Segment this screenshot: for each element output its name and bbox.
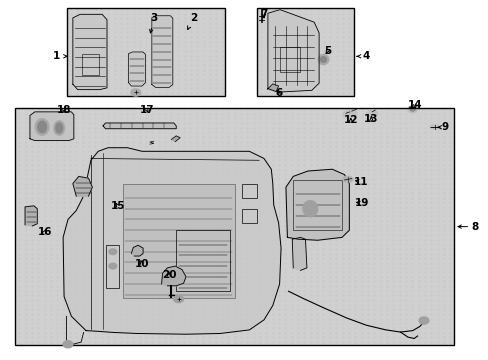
Ellipse shape [38, 121, 46, 133]
Polygon shape [292, 237, 306, 270]
Text: 19: 19 [354, 198, 368, 208]
Bar [280, 47, 299, 72]
Ellipse shape [342, 109, 356, 118]
Text: 15: 15 [110, 201, 125, 211]
Polygon shape [30, 112, 74, 140]
Polygon shape [267, 84, 278, 91]
Bar [15, 108, 453, 345]
Polygon shape [128, 52, 145, 86]
Text: 2: 2 [187, 13, 197, 30]
Polygon shape [131, 245, 143, 256]
Text: 16: 16 [37, 227, 52, 237]
Circle shape [63, 341, 73, 348]
Polygon shape [25, 206, 37, 226]
Text: 3: 3 [149, 13, 158, 33]
Text: 4: 4 [356, 51, 369, 61]
Text: 18: 18 [57, 105, 71, 115]
Text: 6: 6 [274, 88, 282, 98]
Ellipse shape [318, 54, 328, 64]
Text: 17: 17 [140, 105, 154, 115]
Ellipse shape [35, 119, 49, 135]
Bar [15, 108, 453, 345]
Ellipse shape [366, 111, 377, 117]
Ellipse shape [342, 176, 352, 182]
Bar [256, 8, 353, 96]
Text: 1: 1 [53, 51, 67, 61]
Text: 8: 8 [470, 222, 478, 231]
Text: 12: 12 [343, 115, 357, 125]
Circle shape [131, 89, 141, 96]
Bar [66, 8, 224, 96]
Circle shape [109, 249, 117, 255]
Polygon shape [267, 10, 319, 92]
Polygon shape [63, 148, 281, 334]
Bar [66, 8, 224, 96]
Polygon shape [285, 169, 348, 240]
Bar [81, 54, 99, 75]
Text: 10: 10 [135, 259, 149, 269]
Polygon shape [73, 14, 107, 90]
Bar [176, 230, 229, 291]
Ellipse shape [409, 108, 414, 111]
Text: 5: 5 [323, 46, 330, 56]
Bar [105, 244, 119, 288]
Bar [256, 8, 353, 96]
Bar [242, 184, 256, 198]
Text: 14: 14 [407, 100, 422, 110]
Polygon shape [103, 123, 176, 129]
Polygon shape [73, 176, 92, 196]
Circle shape [418, 317, 428, 324]
Text: 13: 13 [363, 114, 378, 124]
Bar [293, 180, 341, 230]
Polygon shape [171, 136, 180, 141]
Text: 11: 11 [353, 177, 368, 187]
Ellipse shape [320, 57, 326, 62]
Circle shape [173, 296, 183, 303]
Bar [122, 184, 234, 298]
Text: 7: 7 [260, 9, 267, 19]
Bar [242, 209, 256, 223]
Ellipse shape [429, 125, 438, 129]
Text: 20: 20 [162, 270, 176, 280]
Ellipse shape [303, 201, 317, 217]
Text: 9: 9 [437, 122, 448, 132]
Circle shape [109, 263, 117, 269]
Ellipse shape [54, 121, 64, 135]
Ellipse shape [407, 106, 417, 113]
Ellipse shape [56, 123, 62, 133]
Polygon shape [152, 16, 172, 87]
Polygon shape [161, 266, 185, 286]
